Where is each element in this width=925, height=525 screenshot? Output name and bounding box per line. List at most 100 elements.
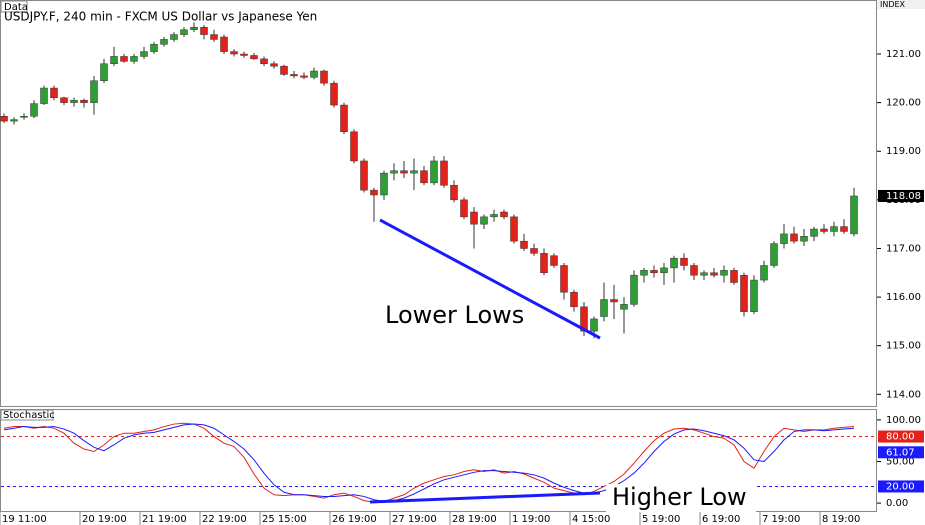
candle-body — [660, 267, 668, 274]
y-tick-label: 114.00 — [886, 389, 921, 400]
candle-body — [110, 56, 118, 64]
candle-body — [380, 172, 388, 196]
level-box — [878, 430, 924, 443]
y-tick-label: 115.00 — [886, 341, 921, 352]
candle-body — [640, 270, 648, 276]
panel-label: Data — [4, 2, 28, 13]
candle-body — [80, 99, 88, 103]
candle-body — [140, 51, 148, 57]
x-tick-label: 22 19:00 — [202, 514, 247, 525]
axis-label-box — [877, 0, 925, 9]
lower-lows-annotation: Lower Lows — [385, 301, 524, 329]
stochastic-label-box — [0, 409, 54, 421]
candle-body — [0, 115, 8, 122]
candle-body — [470, 211, 478, 225]
y-tick-label: 117.00 — [886, 243, 921, 254]
last-price-box — [878, 189, 924, 202]
candle-body — [760, 265, 768, 281]
candle-body — [730, 270, 738, 283]
x-tick-label: 6 19:00 — [702, 514, 740, 525]
candle-body — [20, 115, 28, 118]
candle-body — [780, 233, 788, 244]
x-tick-label: 26 19:00 — [332, 514, 377, 525]
axis-label: INDEX — [880, 0, 906, 9]
y-tick-label: 116.00 — [886, 292, 921, 303]
x-tick-label: 8 19:00 — [822, 514, 860, 525]
x-tick-label: 5 19:00 — [642, 514, 680, 525]
candle-body — [130, 56, 138, 62]
candle-body — [160, 39, 168, 45]
candle-body — [30, 103, 38, 117]
candle-body — [740, 274, 748, 312]
candle-body — [800, 236, 808, 242]
candle-body — [400, 170, 408, 174]
candle-body — [170, 34, 178, 40]
candle-body — [10, 119, 18, 122]
candle-body — [510, 216, 518, 242]
candle-body — [220, 36, 228, 52]
candle-body — [770, 243, 778, 266]
lower-lows-trendline — [379, 218, 601, 340]
x-tick-label: 28 19:00 — [452, 514, 497, 525]
candle-body — [290, 74, 298, 77]
candle-body — [100, 63, 108, 82]
x-tick-label: 19 11:00 — [2, 514, 47, 525]
candle-body — [190, 27, 198, 30]
candle-body — [460, 199, 468, 218]
candle-body — [670, 257, 678, 269]
candle-body — [680, 257, 688, 266]
candle-body — [690, 265, 698, 276]
candle-body — [230, 51, 238, 55]
x-tick-label: 20 19:00 — [82, 514, 127, 525]
candle-body — [820, 228, 828, 232]
candle-body — [620, 304, 628, 310]
x-tick-label: 4 15:00 — [572, 514, 610, 525]
candle-body — [720, 270, 728, 276]
y-tick-label: 121.00 — [886, 49, 921, 60]
candle-body — [70, 99, 78, 103]
chart-title: USDJPY.F, 240 min - FXCM US Dollar vs Ja… — [4, 10, 317, 24]
candle-body — [40, 87, 48, 104]
candle-body — [350, 131, 358, 162]
candle-body — [790, 233, 798, 242]
candle-body — [410, 170, 418, 174]
candle-body — [650, 270, 658, 274]
candle-body — [340, 104, 348, 133]
x-tick-label: 21 19:00 — [142, 514, 187, 525]
x-tick-label: 7 19:00 — [762, 514, 800, 525]
candle-body — [440, 160, 448, 186]
candle-body — [530, 248, 538, 254]
candle-body — [370, 189, 378, 196]
candle-body — [90, 80, 98, 103]
y-tick-label: 100.00 — [886, 415, 921, 426]
candle-body — [270, 63, 278, 67]
candle-body — [150, 44, 158, 52]
candle-body — [260, 58, 268, 64]
candle-body — [840, 226, 848, 232]
price-panel — [0, 0, 877, 407]
candle-body — [300, 75, 308, 78]
candle-body — [250, 55, 258, 60]
candle-body — [420, 170, 428, 184]
candle-body — [520, 240, 528, 249]
candle-body — [600, 299, 608, 317]
level-label: 20.00 — [886, 481, 915, 492]
last-price-label: 118.08 — [886, 191, 921, 202]
stochastic-line — [3, 423, 855, 502]
stochastic-label: Stochastic — [3, 410, 55, 421]
higher-low-annotation: Higher Low — [612, 483, 747, 511]
candle-body — [50, 87, 58, 99]
candle-body — [310, 70, 318, 78]
candle-body — [280, 65, 288, 75]
y-tick-label: 0.00 — [886, 498, 908, 509]
y-tick-label: 119.00 — [886, 146, 921, 157]
candle-body — [710, 272, 718, 276]
candle-body — [200, 27, 208, 35]
candle-body — [240, 53, 248, 56]
candle-body — [490, 214, 498, 218]
candle-body — [180, 29, 188, 35]
candle-body — [810, 228, 818, 237]
candle-body — [210, 34, 218, 40]
candle-body — [850, 195, 858, 235]
